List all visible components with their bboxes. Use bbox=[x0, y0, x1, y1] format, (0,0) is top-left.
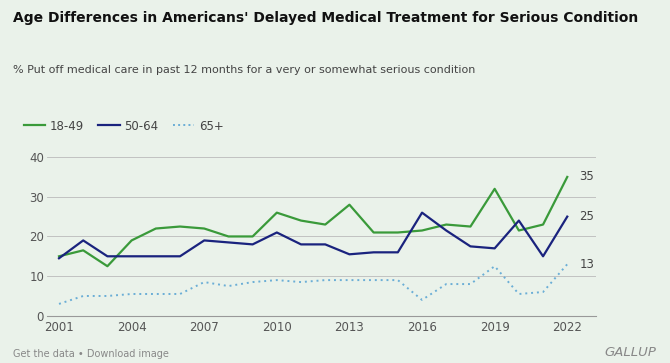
Text: 25: 25 bbox=[580, 210, 594, 223]
Text: Get the data • Download image: Get the data • Download image bbox=[13, 349, 170, 359]
Text: 13: 13 bbox=[580, 258, 594, 271]
Text: 35: 35 bbox=[580, 171, 594, 183]
Text: % Put off medical care in past 12 months for a very or somewhat serious conditio: % Put off medical care in past 12 months… bbox=[13, 65, 476, 76]
Text: GALLUP: GALLUP bbox=[605, 346, 657, 359]
Legend: 18-49, 50-64, 65+: 18-49, 50-64, 65+ bbox=[19, 115, 228, 137]
Text: Age Differences in Americans' Delayed Medical Treatment for Serious Condition: Age Differences in Americans' Delayed Me… bbox=[13, 11, 639, 25]
